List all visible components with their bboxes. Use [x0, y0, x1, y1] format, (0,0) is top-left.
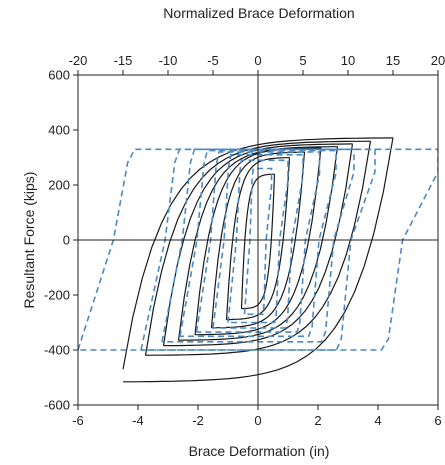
- x2-tick-label: -20: [69, 53, 88, 68]
- dashed-hysteresis-loop: [161, 148, 355, 343]
- x2-tick-label: -5: [207, 53, 219, 68]
- x2-tick-label: -10: [159, 53, 178, 68]
- x-tick-label: 4: [374, 413, 381, 428]
- y-tick-label: -200: [44, 288, 70, 303]
- x2-tick-label: 0: [254, 53, 261, 68]
- curves-layer: [78, 137, 438, 383]
- solid-hysteresis-loop: [210, 151, 306, 329]
- x-tick-label: -4: [132, 413, 144, 428]
- solid-hysteresis-loop: [225, 157, 291, 321]
- y-tick-label: 200: [48, 178, 70, 193]
- x2-tick-label: -15: [114, 53, 133, 68]
- dashed-hysteresis-loop: [243, 167, 273, 316]
- x-tick-label: 2: [314, 413, 321, 428]
- solid-hysteresis-loop: [122, 137, 394, 383]
- dashed-hysteresis-loop: [195, 151, 321, 333]
- x-tick-label: 0: [254, 413, 261, 428]
- x2-tick-label: 10: [341, 53, 355, 68]
- y-tick-label: 600: [48, 68, 70, 83]
- dashed-hysteresis-loop: [179, 149, 337, 338]
- x-tick-label: -2: [192, 413, 204, 428]
- solid-hysteresis-loop: [194, 147, 322, 336]
- bottom-axis-title: Brace Deformation (in): [189, 443, 330, 459]
- solid-hysteresis-loop: [162, 143, 354, 347]
- y-tick-label: 0: [63, 233, 70, 248]
- solid-hysteresis-loop: [177, 146, 339, 341]
- x2-tick-label: 5: [299, 53, 306, 68]
- y-tick-label: 400: [48, 123, 70, 138]
- x2-tick-label: 15: [386, 53, 400, 68]
- dashed-hysteresis-loop: [140, 148, 376, 351]
- dashed-hysteresis-loop: [78, 148, 438, 351]
- x-tick-label: -6: [72, 413, 84, 428]
- x-tick-label: 6: [434, 413, 441, 428]
- x2-tick-label: 20: [431, 53, 445, 68]
- y-tick-label: -400: [44, 343, 70, 358]
- solid-hysteresis-loop: [144, 140, 372, 356]
- y-axis-title: Resultant Force (kips): [21, 172, 37, 309]
- solid-hysteresis-loop: [240, 173, 276, 310]
- top-axis-title: Normalized Brace Deformation: [163, 5, 354, 21]
- y-tick-label: -600: [44, 398, 70, 413]
- dashed-hysteresis-loop: [212, 154, 304, 329]
